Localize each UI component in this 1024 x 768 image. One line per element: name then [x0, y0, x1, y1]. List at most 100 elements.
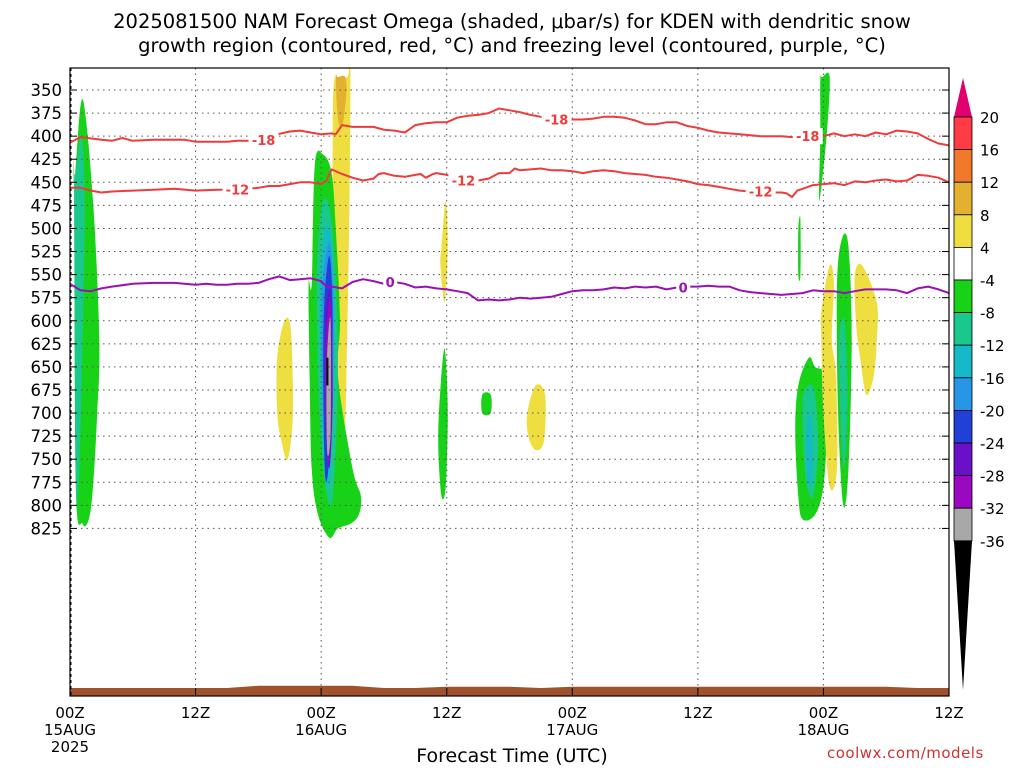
contour-dgz: -12 -12 -12 — [70, 167, 949, 201]
chart-title-line-2: growth region (contoured, red, °C) and f… — [138, 34, 886, 57]
contour-dgz: -18 -18 -18 — [70, 107, 949, 149]
omega-shade-region — [481, 392, 492, 416]
omega-shade-region — [335, 74, 347, 129]
chart-title-line-1: 2025081500 NAM Forecast Omega (shaded, μ… — [113, 10, 911, 33]
x-tick-label: 00Z — [558, 704, 587, 722]
x-tick-year-label: 2025 — [51, 738, 89, 756]
contour-label-bg — [541, 111, 572, 128]
x-tick-label: 00Z — [809, 704, 838, 722]
y-tick-label: 725 — [31, 427, 63, 446]
axes-layer: 350 375 400 425 450 475 500 525 550 575 600 625 650 6… — [31, 67, 964, 756]
contour-label-bg — [448, 172, 479, 189]
colorbar-swatch — [953, 181, 973, 216]
y-tick-label: 575 — [31, 289, 63, 308]
y-tick-label: 625 — [31, 335, 63, 354]
contour-label: 0 — [386, 276, 395, 291]
colorbar-swatch — [953, 279, 973, 313]
x-tick-label: 12Z — [683, 704, 712, 722]
x-tick-label: 12Z — [181, 704, 210, 722]
contour-label: -18 — [252, 134, 276, 149]
colorbar-swatch — [953, 344, 973, 379]
omega-feature — [73, 98, 100, 527]
contour-label: 0 — [679, 282, 688, 297]
omega-feature — [481, 392, 492, 416]
colorbar-label: -28 — [980, 468, 1005, 486]
colorbar-swatch — [953, 214, 973, 248]
credit-text: coolwx.com/models — [827, 744, 984, 762]
colorbar-swatch — [953, 475, 973, 509]
colorbar-swatch — [953, 149, 973, 183]
omega-feature — [276, 317, 294, 461]
colorbar-label: -20 — [980, 402, 1005, 420]
y-tick-label: 800 — [31, 496, 63, 515]
x-tick-label: 12Z — [432, 704, 461, 722]
colorbar-label: -24 — [980, 435, 1005, 453]
y-tick-label: 375 — [31, 104, 63, 123]
colorbar-label: 12 — [980, 174, 999, 192]
y-tick-label: 775 — [31, 473, 63, 492]
contour-label-bg — [383, 273, 398, 290]
y-tick-label: 750 — [31, 450, 63, 469]
contour-label-bg — [792, 128, 823, 145]
colorbar: 20 16 12 8 4 -4 -8 -12 -16 -20 -24 -28 -32 -36 — [953, 78, 1005, 690]
omega-shade-region — [806, 411, 814, 487]
omega-shade-region — [326, 317, 331, 457]
y-tick-label: 475 — [31, 196, 63, 215]
contour-label: -12 — [226, 184, 250, 199]
colorbar-bottom-triangle — [954, 540, 972, 690]
colorbar-label: 4 — [980, 239, 990, 257]
terrain-surface-layer — [70, 685, 949, 696]
contour-label: -18 — [796, 130, 820, 145]
contour-label-bg — [248, 131, 279, 148]
y-tick-label: 450 — [31, 173, 63, 192]
omega-shade-region — [276, 317, 294, 461]
contour-line — [70, 167, 949, 199]
x-tick-label: 00Z — [306, 704, 335, 722]
colorbar-label: -12 — [980, 337, 1005, 355]
colorbar-label: 16 — [980, 142, 999, 160]
omega-shade-region — [74, 135, 85, 504]
contour-line — [70, 107, 949, 147]
y-tick-label: 425 — [31, 150, 63, 169]
x-tick-date-label: 16AUG — [295, 721, 347, 739]
colorbar-swatch — [953, 312, 973, 346]
y-tick-label: 400 — [31, 127, 63, 146]
omega-feature — [795, 72, 830, 521]
colorbar-label: 20 — [980, 109, 999, 127]
contour-line — [70, 275, 949, 302]
y-tick-label: 550 — [31, 266, 63, 285]
colorbar-label: -36 — [980, 533, 1005, 551]
y-tick-label: 350 — [31, 81, 63, 100]
colorbar-swatch — [953, 116, 973, 150]
y-tick-label: 525 — [31, 243, 63, 262]
colorbar-label: -32 — [980, 500, 1005, 518]
colorbar-swatch — [953, 442, 973, 476]
colorbar-label: -16 — [980, 370, 1005, 388]
contour-label: -12 — [452, 174, 476, 189]
contour-label: -12 — [749, 186, 773, 201]
contour-label-bg — [222, 181, 253, 198]
omega-feature — [438, 348, 448, 500]
omega-shade-region — [798, 216, 801, 281]
colorbar-swatch — [953, 246, 973, 281]
colorbar-swatch — [953, 507, 973, 542]
omega-feature — [820, 233, 878, 508]
contour-label-bg — [676, 279, 691, 296]
x-tick-date-label: 15AUG — [44, 721, 96, 739]
omega-feature — [526, 384, 546, 451]
colorbar-swatch — [953, 377, 973, 411]
colorbar-label: -4 — [980, 272, 995, 290]
colorbar-label: 8 — [980, 207, 990, 225]
y-tick-label: 825 — [31, 519, 63, 538]
y-tick-label: 675 — [31, 381, 63, 400]
omega-shade-region — [526, 384, 546, 451]
omega-shade-region — [854, 263, 878, 396]
contour-label: -18 — [545, 114, 569, 129]
x-tick-date-label: 17AUG — [546, 721, 598, 739]
x-axis-label: Forecast Time (UTC) — [416, 745, 608, 767]
omega-shading-layer — [73, 68, 878, 539]
y-tick-label: 700 — [31, 404, 63, 423]
contour-layer: -18-18-18-12-12-120 0 — [70, 107, 949, 302]
